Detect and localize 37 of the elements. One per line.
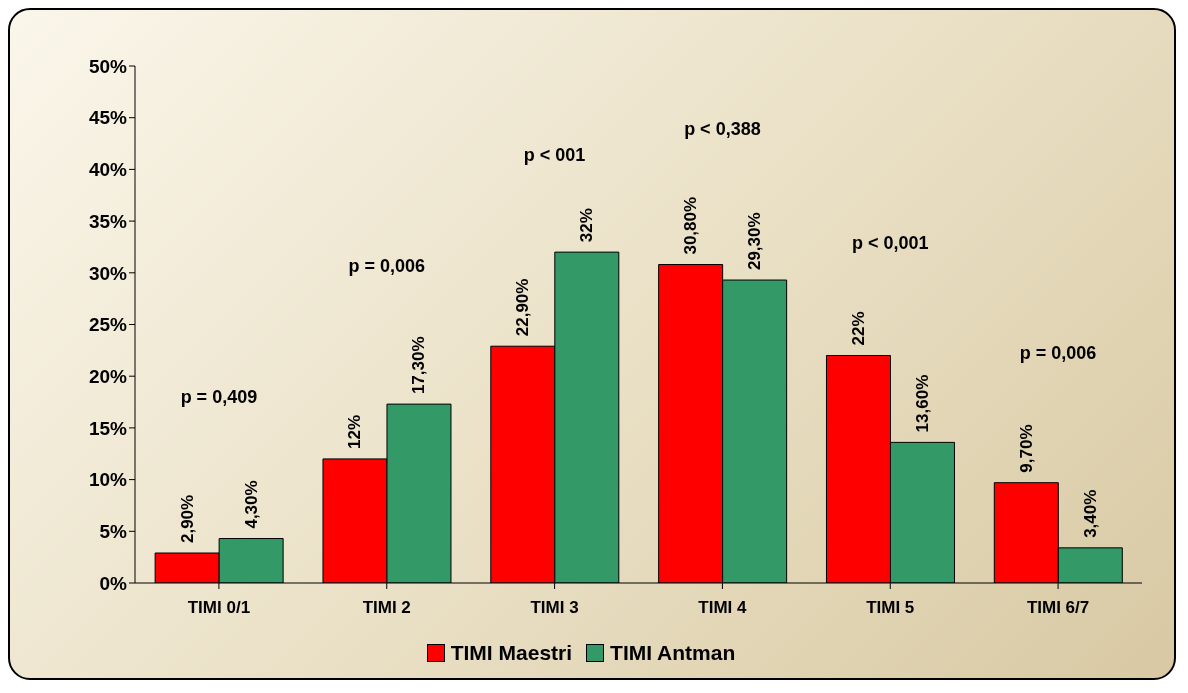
- data-label: 29,30%: [745, 212, 765, 271]
- y-tick-label: 35%: [88, 210, 128, 232]
- y-tick-label: 50%: [88, 55, 128, 77]
- data-label: 2,90%: [177, 494, 197, 544]
- data-label: 4,30%: [241, 480, 261, 529]
- x-tick-label: TIMI 6/7: [1026, 598, 1090, 618]
- y-tick-label: 25%: [88, 314, 128, 336]
- data-label: 3,40%: [1080, 489, 1100, 538]
- y-tick-label: 0%: [99, 572, 128, 594]
- annotation: p = 0,006: [1019, 343, 1097, 364]
- y-tick-label: 30%: [88, 262, 128, 284]
- annotation: p = 0,409: [180, 386, 258, 407]
- y-tick-label: 15%: [88, 417, 128, 439]
- legend-label: TIMI Maestri: [450, 641, 573, 665]
- annotation: p < 001: [523, 144, 586, 165]
- data-label: 9,70%: [1016, 424, 1036, 473]
- x-tick-label: TIMI 0/1: [187, 598, 251, 618]
- annotation: p < 0,001: [851, 232, 929, 253]
- x-tick-label: TIMI 2: [362, 598, 411, 618]
- y-tick-label: 5%: [99, 521, 128, 543]
- x-tick-label: TIMI 5: [866, 598, 915, 618]
- x-tick-label: TIMI 3: [530, 598, 579, 618]
- data-label: 17,30%: [409, 336, 429, 395]
- data-label: 12%: [345, 414, 365, 449]
- data-label: 32%: [577, 208, 597, 243]
- y-tick-label: 10%: [88, 469, 128, 491]
- y-tick-label: 45%: [88, 107, 128, 129]
- data-label: 22,90%: [513, 278, 533, 337]
- annotation: p = 0,006: [348, 255, 426, 276]
- annotation: p < 0,388: [684, 119, 761, 140]
- data-label: 13,60%: [912, 374, 932, 433]
- data-label: 22%: [848, 311, 868, 346]
- y-tick-label: 20%: [88, 365, 128, 387]
- legend-label: TIMI Antman: [610, 641, 736, 665]
- data-label: 30,80%: [681, 196, 701, 255]
- y-tick-label: 40%: [88, 159, 128, 181]
- x-tick-label: TIMI 4: [698, 598, 748, 618]
